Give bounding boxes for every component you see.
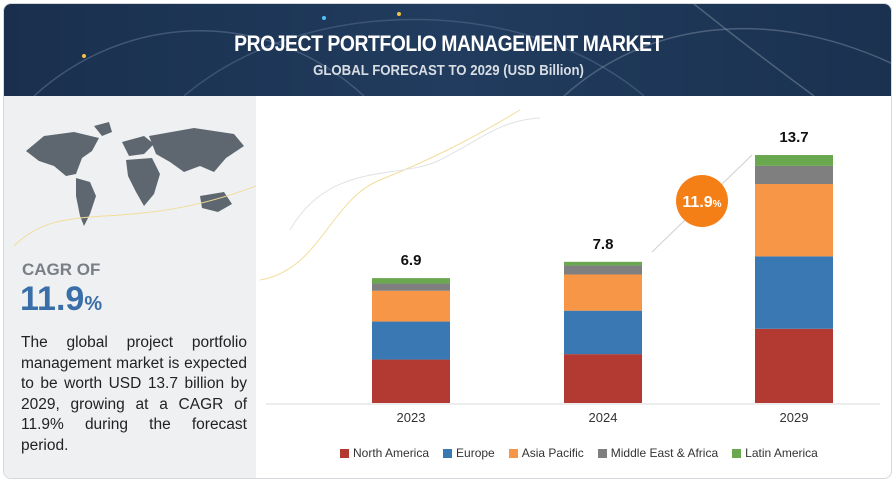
total-label: 13.7 bbox=[779, 129, 808, 146]
chart-subtitle: GLOBAL FORECAST TO 2029 (USD Billion) bbox=[313, 62, 584, 79]
bar-segment-latin-america-2023 bbox=[372, 278, 450, 284]
market-description: The global project portfolio management … bbox=[21, 334, 247, 454]
cagr-badge-label: 11.9% bbox=[682, 194, 721, 211]
bar-segment-middle-east-africa-2023 bbox=[372, 283, 450, 291]
total-label: 7.8 bbox=[593, 236, 614, 253]
bar-segment-europe-2023 bbox=[372, 321, 450, 360]
legend-label: Latin America bbox=[745, 446, 818, 460]
bar-segment-middle-east-africa-2024 bbox=[564, 265, 642, 275]
cagr-label: CAGR OF bbox=[22, 260, 101, 279]
legend-label: Europe bbox=[456, 446, 495, 460]
cagr-unit: % bbox=[84, 293, 103, 315]
legend-item: North America bbox=[340, 446, 429, 460]
bar-segment-asia-pacific-2029 bbox=[755, 183, 833, 257]
legend-item: Middle East & Africa bbox=[597, 446, 719, 460]
decorative-curve bbox=[289, 117, 541, 231]
x-tick-label: 2024 bbox=[589, 410, 618, 425]
header-background-decoration bbox=[33, 4, 891, 96]
bar-segment-north-america-2029 bbox=[755, 328, 833, 403]
bar-segment-middle-east-africa-2029 bbox=[755, 165, 833, 184]
infographic: PROJECT PORTFOLIO MANAGEMENT MARKET GLOB… bbox=[3, 3, 892, 479]
legend-label: North America bbox=[353, 446, 430, 460]
cagr-badge bbox=[676, 175, 728, 227]
cagr-value: 11.9% bbox=[20, 280, 102, 319]
x-tick-label: 2023 bbox=[397, 410, 426, 425]
bar-segment-north-america-2024 bbox=[564, 354, 642, 403]
legend-item: Asia Pacific bbox=[508, 446, 584, 460]
header-banner: PROJECT PORTFOLIO MANAGEMENT MARKET GLOB… bbox=[4, 4, 891, 96]
legend-swatch bbox=[508, 448, 518, 458]
chart-title: PROJECT PORTFOLIO MANAGEMENT MARKET bbox=[234, 31, 663, 56]
bar-segment-latin-america-2029 bbox=[755, 155, 833, 166]
bar-segment-asia-pacific-2024 bbox=[564, 274, 642, 311]
bar-segment-europe-2024 bbox=[564, 310, 642, 355]
decorative-curve bbox=[259, 109, 521, 281]
world-map-icon bbox=[13, 122, 256, 246]
bar-segment-latin-america-2024 bbox=[564, 261, 642, 266]
bar-segment-asia-pacific-2023 bbox=[372, 290, 450, 322]
legend-swatch bbox=[443, 448, 453, 458]
left-panel: CAGR OF 11.9% The global project portfol… bbox=[4, 96, 256, 478]
legend-label: Asia Pacific bbox=[521, 446, 584, 460]
total-label: 6.9 bbox=[401, 252, 422, 269]
cagr-number: 11.9 bbox=[20, 280, 85, 318]
legend-swatch bbox=[732, 448, 742, 458]
legend-label: Middle East & Africa bbox=[610, 446, 719, 460]
x-tick-label: 2029 bbox=[780, 410, 809, 425]
legend-swatch bbox=[340, 448, 349, 458]
legend-swatch bbox=[597, 448, 607, 458]
legend-item: Europe bbox=[443, 446, 495, 460]
legend: North America Europe Asia Pacific Middle Ea… bbox=[340, 446, 818, 460]
legend-item: Latin America bbox=[732, 446, 818, 460]
bar-segment-north-america-2023 bbox=[372, 359, 450, 403]
bar-segment-europe-2029 bbox=[755, 256, 833, 329]
